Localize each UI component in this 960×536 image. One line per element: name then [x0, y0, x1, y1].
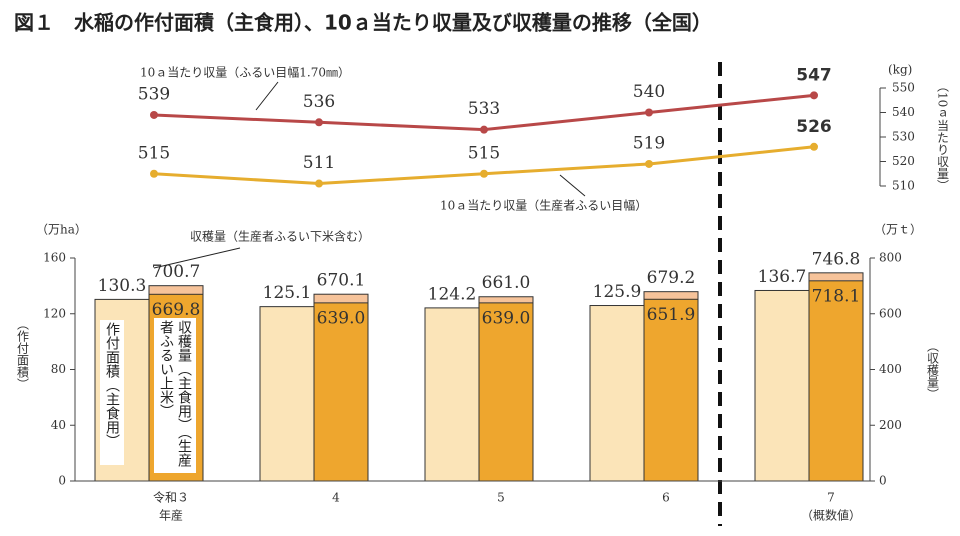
value-label: 515 — [138, 143, 170, 163]
leader — [255, 81, 279, 111]
value-label: 700.7 — [152, 262, 201, 282]
y2-axis-title: （収穫量） — [926, 340, 940, 400]
x-tick-label: 4 — [332, 491, 340, 505]
value-label: 125.1 — [263, 283, 312, 303]
bar — [754, 289, 810, 482]
point — [150, 169, 158, 178]
bar — [808, 280, 864, 482]
y-tick-label: 540 — [892, 105, 915, 119]
y2-tick-label: 800 — [879, 251, 902, 265]
point — [810, 91, 818, 100]
point — [810, 142, 818, 151]
legend-label: 収穫量（主食用）（生産者ふるい上米） — [154, 318, 196, 473]
point — [315, 179, 323, 188]
x-tick-label: 7 — [827, 491, 835, 505]
value-label: 639.0 — [482, 308, 531, 328]
bar — [589, 305, 645, 482]
point — [645, 159, 653, 168]
y2-unit: （万ｔ） — [874, 223, 922, 237]
y2-tick-label: 400 — [879, 362, 902, 376]
value-label: 519 — [633, 133, 665, 153]
value-label: 136.7 — [758, 267, 807, 287]
leader — [559, 174, 586, 197]
value-label: 539 — [138, 84, 170, 104]
y-axis-title: （10ａ当たり収量） — [936, 80, 950, 191]
y-tick-label: 520 — [892, 154, 915, 168]
value-label: 679.2 — [647, 268, 696, 288]
y2-tick-label: 0 — [879, 474, 887, 488]
bar — [424, 307, 480, 482]
point — [480, 169, 488, 178]
x-tick-note: 年産 — [159, 508, 183, 523]
value-label: 547 — [796, 65, 832, 85]
y-unit: (kg) — [888, 63, 912, 77]
point — [645, 108, 653, 117]
value-label: 540 — [633, 82, 665, 102]
value-label: 536 — [303, 92, 335, 112]
legend-label-box: 作付面積（主食用） — [100, 320, 124, 465]
y-tick-label: 120 — [43, 306, 66, 320]
legend-label: 収穫量（生産者ふるい下米含む） — [190, 229, 370, 244]
value-label: 661.0 — [482, 273, 531, 293]
legend-label: 10ａ当たり収量（ふるい目幅1.70㎜） — [140, 65, 350, 80]
value-label: 515 — [468, 143, 500, 163]
value-label: 124.2 — [428, 284, 477, 304]
y-tick-label: 0 — [58, 474, 66, 488]
y-tick-label: 510 — [892, 179, 915, 193]
point — [150, 110, 158, 119]
x-tick-note: （概数値） — [801, 508, 861, 523]
bar — [313, 302, 369, 482]
y2-tick-label: 600 — [879, 306, 902, 320]
legend-label-box: 収穫量（主食用）（生産者ふるい上米） — [154, 318, 196, 473]
value-label: 526 — [796, 117, 832, 137]
y-tick-label: 530 — [892, 130, 915, 144]
point — [315, 118, 323, 127]
x-tick-label: 6 — [662, 491, 670, 505]
value-label: 669.8 — [152, 300, 201, 320]
value-label: 651.9 — [647, 305, 696, 325]
y-tick-label: 550 — [892, 81, 915, 95]
value-label: 125.9 — [593, 282, 642, 302]
point — [480, 125, 488, 134]
value-label: 511 — [303, 153, 335, 173]
value-label: 130.3 — [98, 276, 147, 296]
value-label: 746.8 — [812, 249, 861, 269]
chart-title: 図１ 水稲の作付面積（主食用）、10ａ当たり収量及び収穫量の推移（全国） — [14, 11, 712, 35]
legend-label: 作付面積（主食用） — [100, 320, 124, 465]
x-tick-label: 令和３ — [153, 490, 189, 505]
value-label: 533 — [468, 99, 500, 119]
x-tick-label: 5 — [497, 491, 505, 505]
value-label: 670.1 — [317, 271, 366, 291]
value-label: 718.1 — [812, 286, 861, 306]
bar — [478, 302, 534, 482]
y-unit: （万ha） — [36, 223, 87, 237]
leader — [153, 247, 241, 269]
legend-label: 10ａ当たり収量（生産者ふるい目幅） — [440, 198, 647, 213]
y-axis-title: （作付面積） — [16, 318, 30, 390]
bar — [643, 298, 699, 482]
bar — [259, 306, 315, 482]
value-label: 639.0 — [317, 308, 366, 328]
y-tick-label: 80 — [51, 362, 66, 376]
y-tick-label: 160 — [43, 251, 66, 265]
y-tick-label: 40 — [51, 418, 66, 432]
y2-tick-label: 200 — [879, 418, 902, 432]
